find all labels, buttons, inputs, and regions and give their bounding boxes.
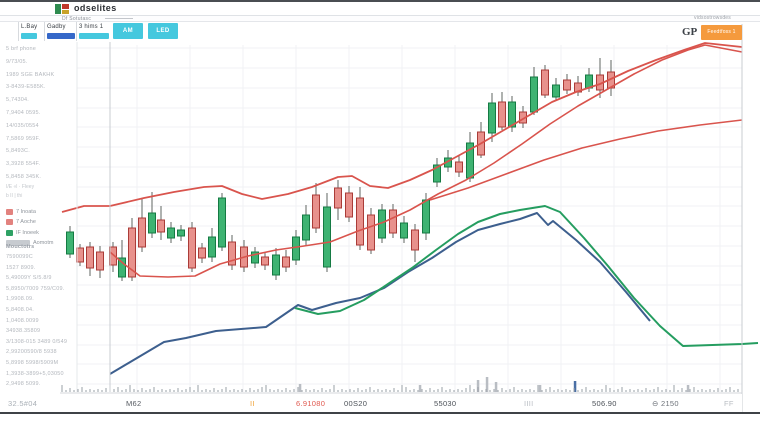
app-title: odselites <box>74 3 117 13</box>
tab-label: L.Bay <box>21 24 38 30</box>
toolbar-right-note: vidsostrowsdes <box>694 15 731 21</box>
legend-item[interactable]: IF Inoeek <box>6 224 39 236</box>
status-item-2[interactable]: II <box>250 399 255 408</box>
sidebar-item[interactable]: 2,99200590/8 5938 <box>6 349 57 356</box>
legend-item[interactable]: 7 Aoche <box>6 214 36 226</box>
sidebar-item[interactable]: 5,8458 345K. <box>6 174 42 180</box>
sidebar-item[interactable]: 1,3938-3899+5,03050 <box>6 370 64 377</box>
ma-fast-red <box>61 42 743 213</box>
status-item-8[interactable]: ⊖ 2150 <box>652 399 679 408</box>
status-item-5: 55030 <box>434 399 457 408</box>
cta-button[interactable]: Feedtfoss 1 <box>701 25 742 40</box>
tab-0[interactable]: L.Bay <box>18 22 44 41</box>
legend-label: Aomotm <box>33 240 54 247</box>
legend-label: IF Inoeek <box>16 229 39 236</box>
status-bar: 32.5#04 M62 II 6.91080 00S20 55030 IIII 506.90 ⊖… <box>0 394 742 412</box>
sidebar-item[interactable]: 3-8439-E585K. <box>6 84 46 91</box>
sidebar-item[interactable]: 5,8408.04. <box>6 307 34 313</box>
status-item-6: IIII <box>524 399 534 408</box>
indicator-blue <box>109 212 651 375</box>
status-item-0: 32.5#04 <box>8 399 38 408</box>
app-logo-icon[interactable] <box>55 4 69 14</box>
band-low-red <box>429 119 743 201</box>
sidebar-section-title: Mouctotrs <box>6 244 35 250</box>
sidebar-item[interactable]: 1,0408.0099 <box>6 317 39 324</box>
volume-layer <box>298 377 690 392</box>
legend-swatch-icon <box>6 240 30 247</box>
tab-2[interactable]: 3 hims 1 <box>76 22 110 41</box>
sidebar-item[interactable]: 2,9498 5099. <box>6 381 41 388</box>
sidebar-meta-note: b II | thi <box>6 193 23 199</box>
sidebar-item[interactable]: 1,9908.09. <box>6 296 34 303</box>
status-item-1: M62 <box>126 399 142 408</box>
sidebar-item[interactable]: 5,8950/7009 759/C09. <box>6 285 65 292</box>
sidebar-divider-note: I/E «l · Fleey <box>6 184 35 190</box>
tab-chip <box>21 33 37 39</box>
legend-swatch-icon <box>6 219 13 226</box>
toolbar-note: Df Sotutasc <box>62 16 92 22</box>
tab-label: 3 hims 1 <box>79 24 104 30</box>
toolbar-divider-dash <box>105 18 133 19</box>
status-item-7: 506.90 <box>592 399 617 408</box>
candles-layer <box>66 58 615 281</box>
overlay-lines <box>61 42 759 375</box>
toolbar-strip <box>0 15 760 22</box>
sidebar-item[interactable]: 34938.35809 <box>6 328 41 335</box>
sidebar-item[interactable]: 5,74304. <box>6 97 30 104</box>
ma-slow-red <box>109 44 743 278</box>
status-item-9[interactable]: FF <box>724 399 734 408</box>
legend-label: 7 Aoche <box>16 219 36 226</box>
sidebar-item[interactable]: 1989 SGE BAKHK <box>6 71 55 78</box>
symbol-label: GP <box>682 26 698 38</box>
sidebar-item[interactable]: 14/035/0554 <box>6 122 39 129</box>
status-item-4: 00S20 <box>344 399 368 408</box>
window-bottom-edge <box>0 412 760 414</box>
sidebar-item[interactable]: 5,8493C. <box>6 148 30 155</box>
status-item-3: 6.91080 <box>296 399 326 408</box>
legend-label: 7 Inoata <box>16 208 36 215</box>
tabs-row: L.Bay Gadby 3 hims 1 AM LED <box>0 22 186 41</box>
toolbar-button-am[interactable]: AM <box>113 23 143 39</box>
toolbar-button-led[interactable]: LED <box>148 23 178 39</box>
indicator-green <box>294 205 759 347</box>
sidebar-item[interactable]: 1527 8909. <box>6 264 36 271</box>
sidebar-item[interactable]: 9/73/05. <box>6 58 28 65</box>
legend-item[interactable]: Aomotm <box>6 235 54 247</box>
tab-label: Gadby <box>47 24 66 30</box>
sidebar-item[interactable]: 7,9404 0595. <box>6 110 41 116</box>
tab-chip <box>79 33 109 39</box>
sidebar-item[interactable]: 5 brf phone <box>6 46 37 52</box>
sidebar-item[interactable]: 5,49009Y S/5.8/9 <box>6 275 52 282</box>
app-bar: odselites <box>0 2 760 15</box>
sidebar-item[interactable]: 3/1308-015 3489 0/549 <box>6 338 68 345</box>
window-top-edge <box>0 0 760 2</box>
sidebar-item[interactable]: 7590099C <box>6 254 33 260</box>
sidebar-item[interactable]: 7,5869 959F. <box>6 135 41 142</box>
tab-1[interactable]: Gadby <box>44 22 76 41</box>
sidebar-item[interactable]: 5,8998 5998/5909M <box>6 360 59 366</box>
axis-ticks <box>61 385 739 392</box>
sidebar-item[interactable]: 3,3928 554F. <box>6 161 41 168</box>
chart-borders <box>60 24 743 412</box>
legend-swatch-icon <box>6 208 13 215</box>
legend-swatch-icon <box>6 229 13 236</box>
legend-item[interactable]: 7 Inoata <box>6 203 36 215</box>
tab-chip <box>47 33 75 39</box>
